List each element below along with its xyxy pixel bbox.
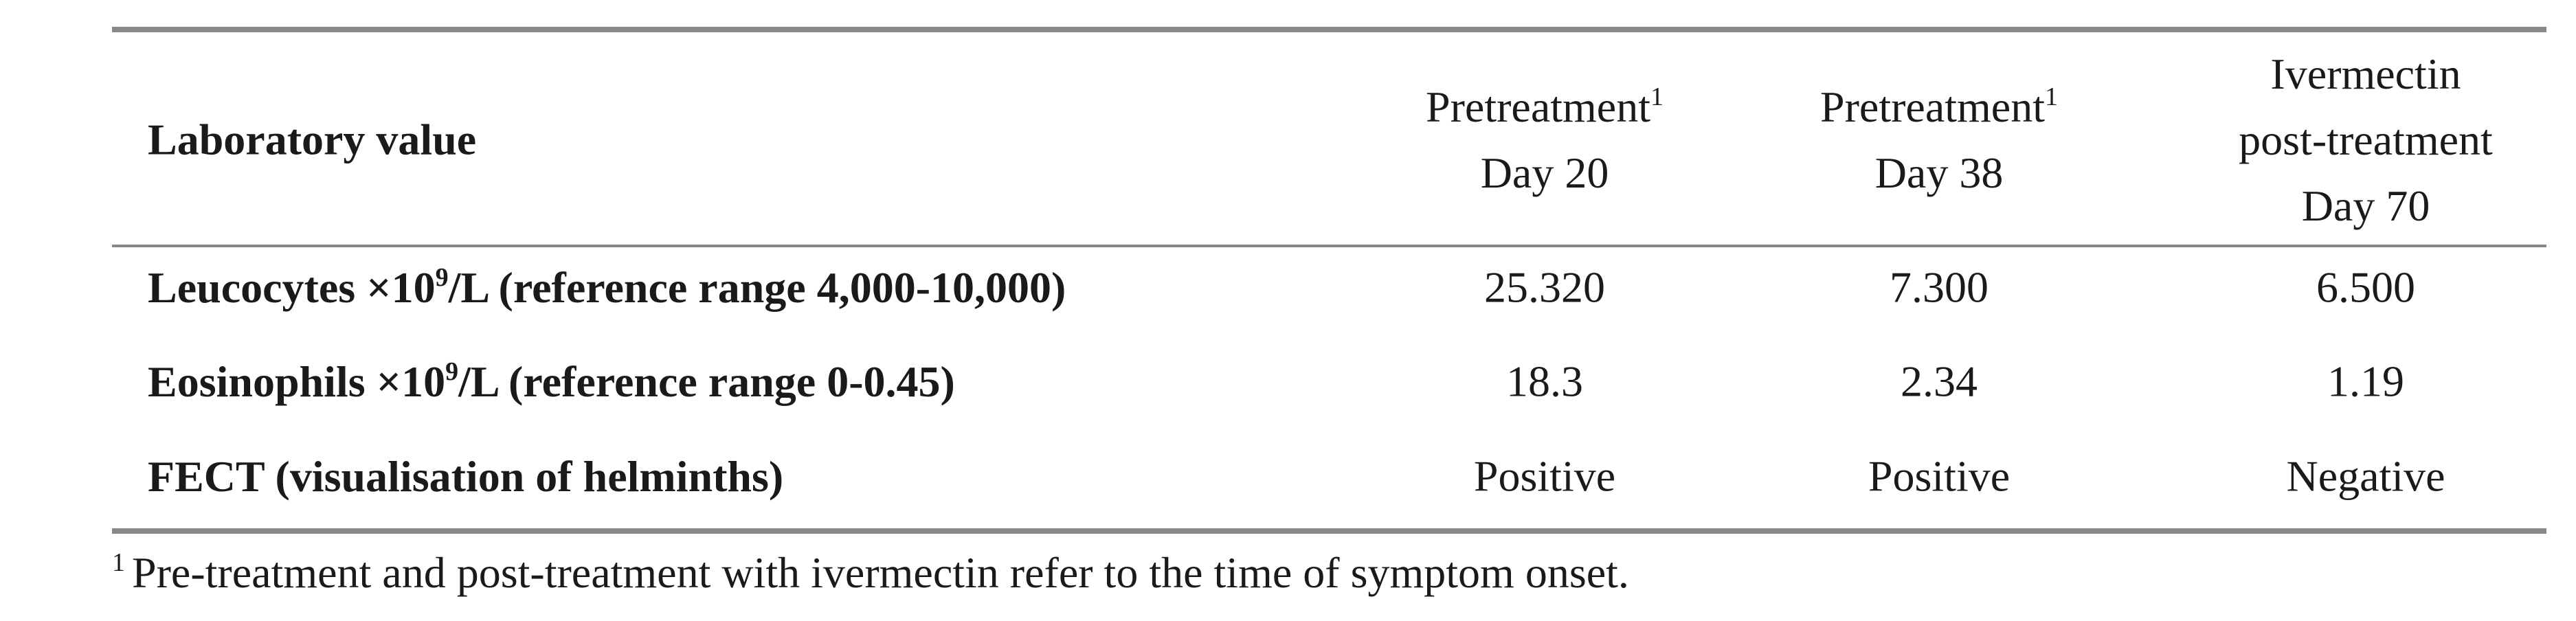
footnote: 1 Pre-treatment and post-treatment with i… xyxy=(112,548,1629,597)
row-label-text: Eosinophils ×10 xyxy=(148,357,445,406)
row-label-sup: 9 xyxy=(445,357,458,386)
column-header-line: Day 70 xyxy=(2302,181,2430,230)
column-header-line: Ivermectin xyxy=(2270,49,2461,98)
cell: Negative xyxy=(2287,452,2445,501)
column-header: Day 38 xyxy=(1875,148,2004,197)
row-label: FECT (visualisation of helminths) xyxy=(148,452,783,501)
column-header-sup: 1 xyxy=(2045,82,2058,111)
row-label: Leucocytes ×109/L (reference range 4,000… xyxy=(148,263,1066,312)
column-header: Day 20 xyxy=(1481,148,1609,197)
cell: Positive xyxy=(1868,452,2010,501)
column-header: post-treatment xyxy=(2239,115,2493,164)
cell: 7.300 xyxy=(1890,263,1989,312)
row-label-text: /L (reference range 4,000-10,000) xyxy=(448,263,1066,312)
cell: 6.500 xyxy=(2316,263,2415,312)
cell: 25.320 xyxy=(1484,263,1605,312)
column-header: Pretreatment1 xyxy=(1820,82,2058,131)
cell: Positive xyxy=(1474,452,1615,501)
column-header-line: Pretreatment xyxy=(1820,82,2045,131)
footnote-marker: 1 xyxy=(112,548,125,577)
column-header-line: Day 20 xyxy=(1481,148,1609,197)
column-header-sup: 1 xyxy=(1650,82,1664,111)
header-label: Laboratory value xyxy=(148,115,476,164)
row-label: Eosinophils ×109/L (reference range 0-0.… xyxy=(148,357,955,406)
row-label-text: FECT (visualisation of helminths) xyxy=(148,452,783,501)
footnote-text: Pre-treatment and post-treatment with iv… xyxy=(132,548,1629,597)
cell: 18.3 xyxy=(1506,357,1583,406)
cell: 2.34 xyxy=(1901,357,1978,406)
column-header-line: post-treatment xyxy=(2239,115,2493,164)
row-label-sup: 9 xyxy=(436,263,449,292)
row-label-text: Leucocytes ×10 xyxy=(148,263,436,312)
column-header-line: Day 38 xyxy=(1875,148,2004,197)
column-header: Ivermectin xyxy=(2270,49,2461,98)
row-label-text: /L (reference range 0-0.45) xyxy=(458,357,955,406)
column-header: Pretreatment1 xyxy=(1426,82,1664,131)
column-header-line: Pretreatment xyxy=(1426,82,1650,131)
cell: 1.19 xyxy=(2327,357,2404,406)
column-header: Day 70 xyxy=(2302,181,2430,230)
